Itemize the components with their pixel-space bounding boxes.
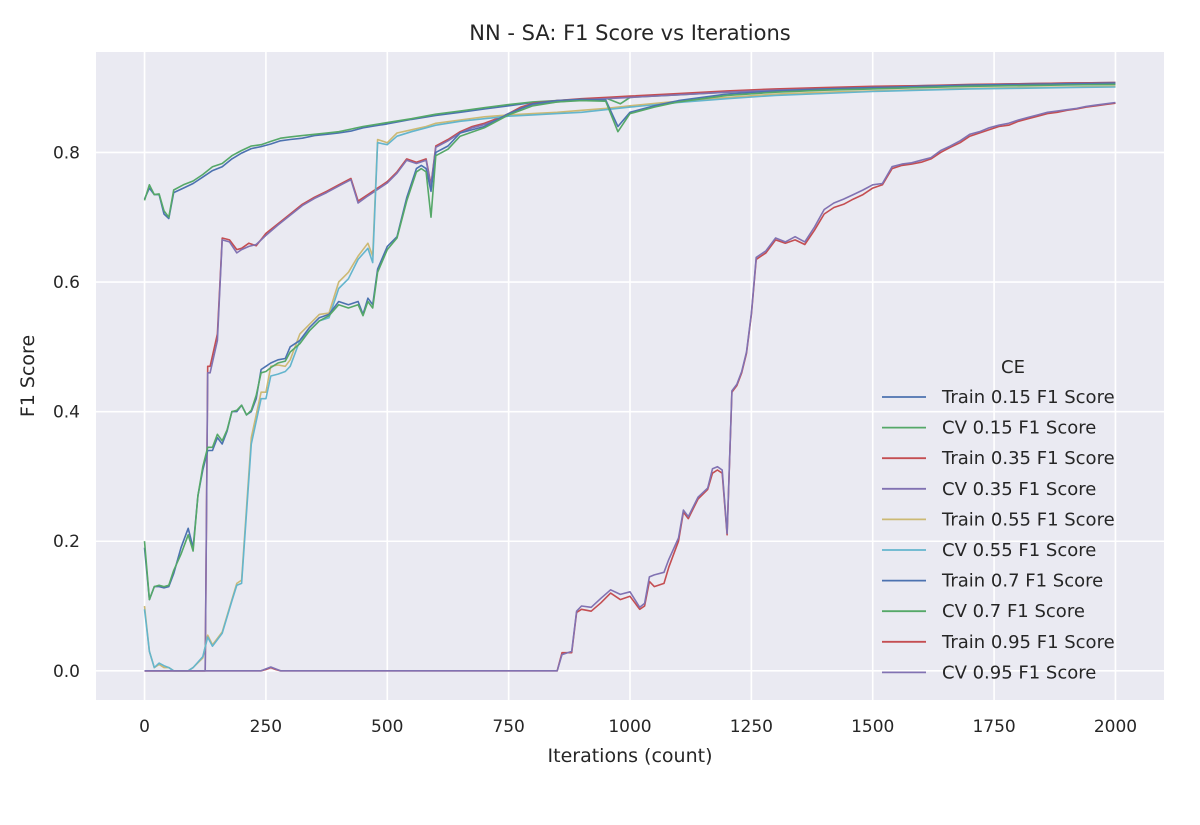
- y-axis-ticks: 0.0 0.2 0.4 0.6 0.8: [53, 143, 80, 681]
- y-tick-label: 0.8: [53, 143, 80, 163]
- y-tick-label: 0.2: [53, 532, 80, 552]
- legend-entry-label: CV 0.95 F1 Score: [942, 662, 1096, 683]
- x-tick-label: 250: [250, 717, 282, 737]
- chart-title: NN - SA: F1 Score vs Iterations: [469, 21, 790, 45]
- legend: CE Train 0.15 F1 Score CV 0.15 F1 Score Tr…: [882, 357, 1115, 683]
- x-tick-label: 1500: [851, 717, 894, 737]
- x-tick-label: 2000: [1094, 717, 1137, 737]
- legend-entry-label: CV 0.15 F1 Score: [942, 418, 1096, 439]
- legend-entry-label: Train 0.7 F1 Score: [941, 571, 1103, 592]
- legend-entry-label: CV 0.7 F1 Score: [942, 601, 1085, 622]
- series-line-3: [144, 81, 1116, 672]
- y-tick-label: 0.6: [53, 273, 80, 293]
- y-tick-label: 0.4: [53, 403, 80, 423]
- legend-entry-label: Train 0.55 F1 Score: [941, 509, 1115, 530]
- x-tick-label: 1250: [730, 717, 773, 737]
- series-line-8: [143, 83, 1116, 601]
- x-tick-label: 750: [492, 717, 524, 737]
- y-tick-label: 0.0: [53, 662, 80, 682]
- legend-entry-label: Train 0.35 F1 Score: [941, 448, 1115, 469]
- x-axis-title: Iterations (count): [548, 745, 713, 767]
- legend-entry-label: CV 0.55 F1 Score: [942, 540, 1096, 561]
- y-axis-title: F1 Score: [17, 335, 39, 417]
- legend-entry-label: Train 0.15 F1 Score: [941, 387, 1115, 408]
- legend-entry-label: CV 0.35 F1 Score: [942, 479, 1096, 500]
- x-tick-label: 1750: [972, 717, 1015, 737]
- grid-lines: [96, 52, 1164, 700]
- x-axis-ticks: 0 250 500 750 1000 1250 1500 1750 2000: [139, 717, 1137, 737]
- x-tick-label: 500: [371, 717, 403, 737]
- x-tick-label: 1000: [608, 717, 651, 737]
- series-line-10: [144, 101, 1116, 672]
- legend-entry-label: Train 0.95 F1 Score: [941, 632, 1115, 653]
- series-lines: [143, 81, 1116, 672]
- x-tick-label: 0: [139, 717, 150, 737]
- legend-title: CE: [1001, 357, 1025, 378]
- series-line-4: [144, 83, 1116, 672]
